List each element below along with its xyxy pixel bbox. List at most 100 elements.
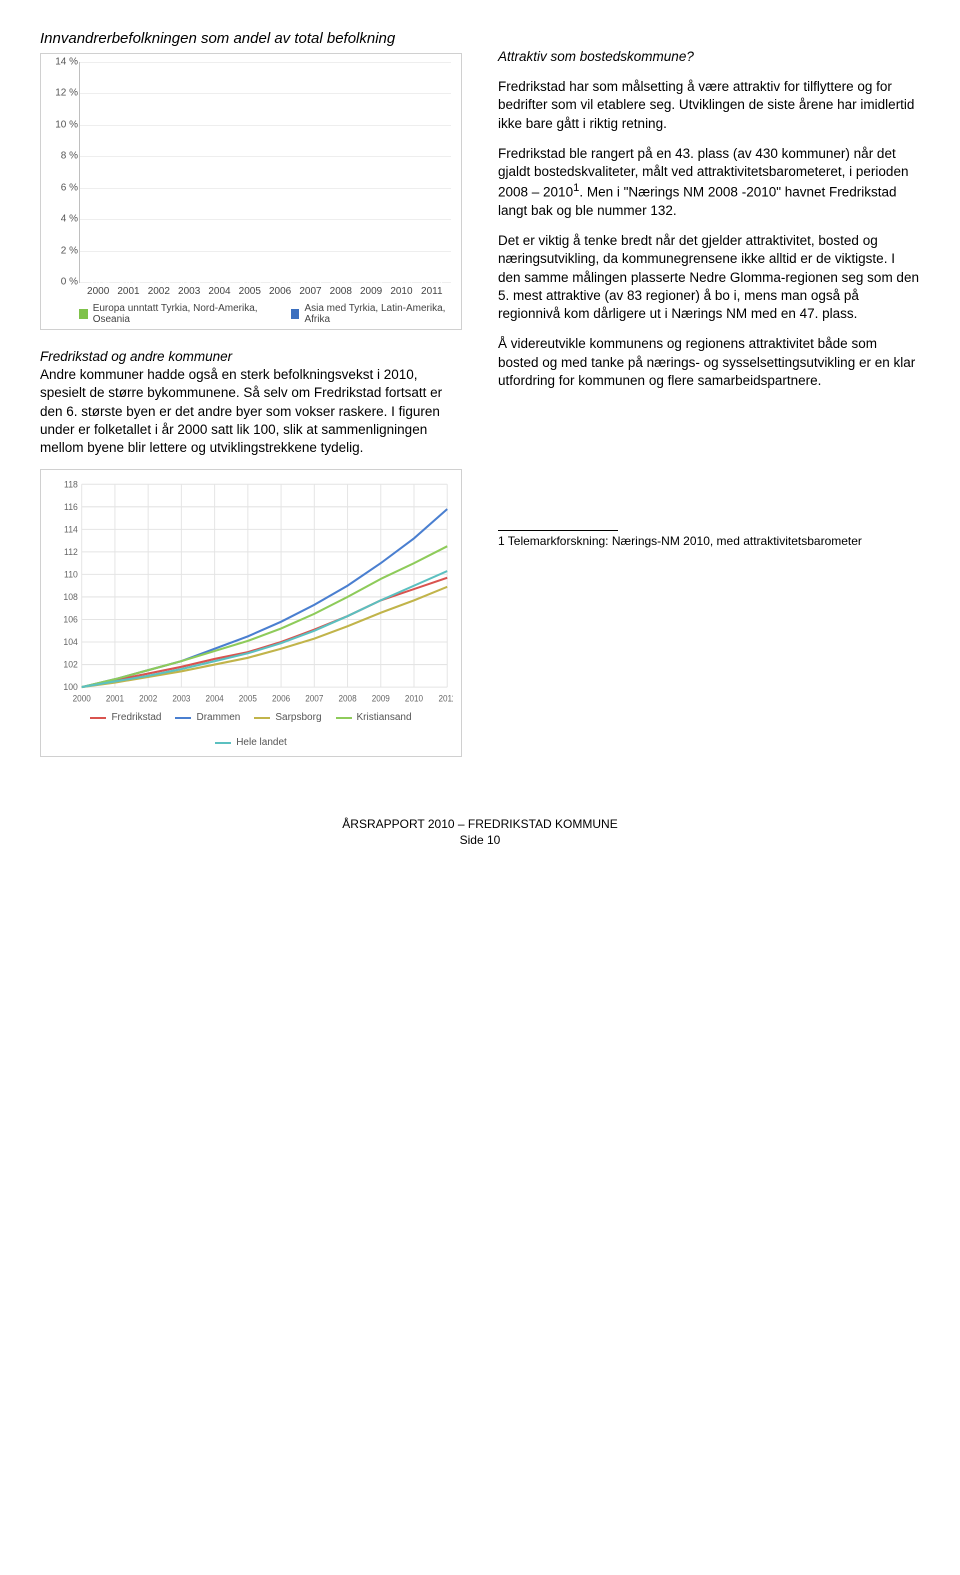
footer-line: ÅRSRAPPORT 2010 – FREDRIKSTAD KOMMUNE <box>40 817 920 833</box>
bar-value-label: 6,3 % <box>422 278 442 287</box>
svg-text:102: 102 <box>63 660 77 670</box>
bar-value-label: 6,0 % <box>391 278 411 287</box>
legend-swatch <box>79 309 88 319</box>
legend-label: Drammen <box>196 712 240 723</box>
bar-chart-legend: Europa unntatt Tyrkia, Nord-Amerika, Ose… <box>79 297 451 325</box>
footnote-rule <box>498 530 618 531</box>
svg-text:2002: 2002 <box>139 694 157 704</box>
y-tick-label: 2 % <box>52 245 78 256</box>
svg-text:2009: 2009 <box>372 694 390 704</box>
legend-swatch <box>336 717 352 719</box>
line-chart-legend: Fredrikstad Drammen Sarpsborg Kristiansand H… <box>49 708 453 748</box>
svg-text:118: 118 <box>64 479 78 489</box>
legend-swatch <box>90 717 106 719</box>
y-tick-label: 0 % <box>52 277 78 288</box>
bar-chart-title: Innvandrerbefolkningen som andel av tota… <box>40 30 462 47</box>
legend-label: Europa unntatt Tyrkia, Nord-Amerika, Ose… <box>93 303 271 325</box>
svg-text:100: 100 <box>63 682 77 692</box>
subheading: Fredrikstad og andre kommuner <box>40 349 232 364</box>
bar-value-label: 2,0 % <box>119 278 139 287</box>
y-tick-label: 10 % <box>52 119 78 130</box>
bar-value-label: 4,8 % <box>301 278 321 287</box>
x-tick-label: 2002 <box>144 286 174 297</box>
legend-label: Sarpsborg <box>275 712 321 723</box>
line-chart: 100 102 104 106 108 110 112 114 116 118 2000 2001 20… <box>40 469 462 757</box>
svg-text:2003: 2003 <box>172 694 190 704</box>
paragraph: Fredrikstad ble rangert på en 43. plass … <box>498 145 920 220</box>
legend-label: Fredrikstad <box>111 712 161 723</box>
svg-text:2008: 2008 <box>338 694 356 704</box>
svg-text:2010: 2010 <box>405 694 423 704</box>
bar-value-label: 3,8 % <box>240 278 260 287</box>
left-body-text: Fredrikstad og andre kommuner Andre komm… <box>40 348 462 457</box>
bar-chart: 0 %2 %4 %6 %8 %10 %12 %14 %3,5 %1,8 %3,6… <box>40 53 462 330</box>
svg-text:2007: 2007 <box>305 694 323 704</box>
legend-item: Kristiansand <box>336 712 412 723</box>
legend-item: Fredrikstad <box>90 712 161 723</box>
svg-text:104: 104 <box>63 637 77 647</box>
paragraph: Det er viktig å tenke bredt når det gjel… <box>498 232 920 323</box>
svg-text:116: 116 <box>64 502 78 512</box>
legend-swatch <box>291 309 300 319</box>
svg-text:106: 106 <box>63 615 77 625</box>
legend-swatch <box>175 717 191 719</box>
legend-swatch <box>215 742 231 744</box>
legend-label: Asia med Tyrkia, Latin-Amerika, Afrika <box>304 303 451 325</box>
bar-value-label: 2,3 % <box>149 278 169 287</box>
bar-value-label: 5,2 % <box>331 278 351 287</box>
svg-text:108: 108 <box>63 592 77 602</box>
line-chart-plot: 100 102 104 106 108 110 112 114 116 118 2000 2001 20… <box>49 478 453 708</box>
legend-swatch <box>254 717 270 719</box>
paragraph: Å videreutvikle kommunens og regionens a… <box>498 335 920 390</box>
right-column: Attraktiv som bostedskommune? Fredriksta… <box>498 30 920 757</box>
paragraph-text: Andre kommuner hadde også en sterk befol… <box>40 367 442 455</box>
bar-value-label: 4,4 % <box>270 278 290 287</box>
svg-text:2000: 2000 <box>73 694 91 704</box>
svg-text:2005: 2005 <box>239 694 257 704</box>
bar-value-label: 5,5 % <box>361 278 381 287</box>
y-tick-label: 12 % <box>52 88 78 99</box>
paragraph: Fredrikstad og andre kommuner Andre komm… <box>40 348 462 457</box>
y-tick-label: 4 % <box>52 214 78 225</box>
bar-chart-plot: 0 %2 %4 %6 %8 %10 %12 %14 %3,5 %1,8 %3,6… <box>79 62 451 283</box>
x-tick-label: 2011 <box>417 286 447 297</box>
svg-text:2001: 2001 <box>106 694 124 704</box>
legend-label: Kristiansand <box>357 712 412 723</box>
footer-line: Side 10 <box>40 833 920 849</box>
legend-item: Europa unntatt Tyrkia, Nord-Amerika, Ose… <box>79 303 271 325</box>
paragraph: Fredrikstad har som målsetting å være at… <box>498 78 920 133</box>
svg-text:114: 114 <box>64 524 78 534</box>
right-body-text: Attraktiv som bostedskommune? Fredriksta… <box>498 48 920 390</box>
svg-text:2006: 2006 <box>272 694 290 704</box>
footnote: 1 Telemarkforskning: Nærings-NM 2010, me… <box>498 530 920 548</box>
x-tick-label: 2007 <box>295 286 325 297</box>
x-tick-label: 2008 <box>326 286 356 297</box>
y-tick-label: 6 % <box>52 182 78 193</box>
page-root: Innvandrerbefolkningen som andel av tota… <box>0 0 960 879</box>
x-tick-label: 2009 <box>356 286 386 297</box>
x-tick-label: 2001 <box>113 286 143 297</box>
page-footer: ÅRSRAPPORT 2010 – FREDRIKSTAD KOMMUNE Si… <box>40 817 920 848</box>
svg-text:112: 112 <box>64 547 78 557</box>
footnote-text: 1 Telemarkforskning: Nærings-NM 2010, me… <box>498 534 920 548</box>
legend-item: Hele landet <box>215 737 287 748</box>
svg-text:2011: 2011 <box>438 694 453 704</box>
legend-label: Hele landet <box>236 737 287 748</box>
left-column: Innvandrerbefolkningen som andel av tota… <box>40 30 462 757</box>
x-tick-label: 2005 <box>235 286 265 297</box>
svg-text:2004: 2004 <box>206 694 224 704</box>
legend-item: Sarpsborg <box>254 712 321 723</box>
legend-item: Drammen <box>175 712 240 723</box>
legend-item: Asia med Tyrkia, Latin-Amerika, Afrika <box>291 303 451 325</box>
x-tick-label: 2006 <box>265 286 295 297</box>
bar-value-label: 2,8 % <box>180 278 200 287</box>
two-column-layout: Innvandrerbefolkningen som andel av tota… <box>40 30 920 757</box>
svg-text:110: 110 <box>64 570 78 580</box>
x-tick-label: 2004 <box>204 286 234 297</box>
y-tick-label: 8 % <box>52 151 78 162</box>
x-tick-label: 2000 <box>83 286 113 297</box>
x-tick-label: 2010 <box>386 286 416 297</box>
right-heading: Attraktiv som bostedskommune? <box>498 48 920 66</box>
bar-value-label: 3,2 % <box>210 278 230 287</box>
y-tick-label: 14 % <box>52 57 78 68</box>
